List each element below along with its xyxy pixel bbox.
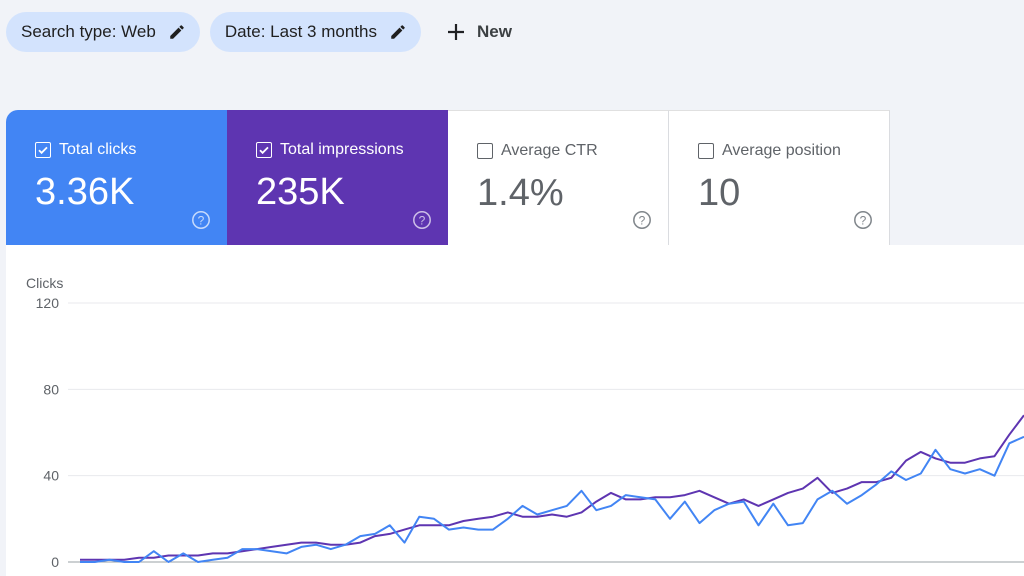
metric-value: 3.36K	[35, 171, 135, 213]
y-tick-label: 80	[43, 381, 59, 397]
y-tick-label: 40	[43, 468, 59, 484]
y-tick-label: 120	[36, 295, 60, 311]
clicks-series-line	[80, 435, 1024, 563]
new-filter-label: New	[476, 22, 512, 41]
average-position-card[interactable]: Average position 10 ?	[669, 110, 890, 245]
plus-icon	[445, 21, 467, 43]
total-clicks-card[interactable]: Total clicks 3.36K ?	[6, 110, 227, 245]
y-tick-label: 0	[51, 554, 59, 570]
search-type-label: Search type: Web	[21, 22, 156, 41]
performance-chart: Clicks 0 40 80 120	[6, 245, 1024, 576]
edit-pencil-icon[interactable]	[389, 23, 407, 41]
metric-value: 10	[698, 172, 741, 214]
metric-label: Average CTR	[501, 142, 598, 159]
checkbox-checked-icon[interactable]	[35, 142, 51, 158]
metric-value: 1.4%	[477, 172, 564, 214]
metric-value: 235K	[256, 171, 345, 213]
checkbox-unchecked-icon[interactable]	[698, 143, 714, 159]
checkbox-checked-icon[interactable]	[256, 142, 272, 158]
line-chart-svg: Clicks 0 40 80 120	[26, 275, 1024, 570]
date-filter-chip[interactable]: Date: Last 3 months	[209, 12, 421, 52]
svg-text:?: ?	[860, 213, 867, 227]
metric-label: Total clicks	[59, 141, 137, 158]
help-icon[interactable]: ?	[632, 210, 652, 230]
svg-text:?: ?	[639, 213, 646, 227]
edit-pencil-icon[interactable]	[168, 23, 186, 41]
svg-text:?: ?	[198, 213, 205, 227]
date-filter-label: Date: Last 3 months	[224, 22, 377, 41]
total-impressions-card[interactable]: Total impressions 235K ?	[227, 110, 448, 245]
metric-label: Average position	[722, 142, 841, 159]
help-icon[interactable]: ?	[853, 210, 873, 230]
metric-label: Total impressions	[280, 141, 404, 158]
help-icon[interactable]: ?	[412, 210, 432, 230]
filter-bar: Search type: Web Date: Last 3 months New	[6, 12, 518, 52]
impressions-series-line	[80, 414, 1024, 561]
new-filter-button[interactable]: New	[445, 12, 518, 52]
help-icon[interactable]: ?	[191, 210, 211, 230]
search-type-filter-chip[interactable]: Search type: Web	[6, 12, 200, 52]
checkbox-unchecked-icon[interactable]	[477, 143, 493, 159]
svg-text:?: ?	[419, 213, 426, 227]
y-axis-label: Clicks	[26, 275, 63, 291]
average-ctr-card[interactable]: Average CTR 1.4% ?	[448, 110, 669, 245]
metric-cards: Total clicks 3.36K ? Total impressions 2…	[6, 110, 890, 245]
